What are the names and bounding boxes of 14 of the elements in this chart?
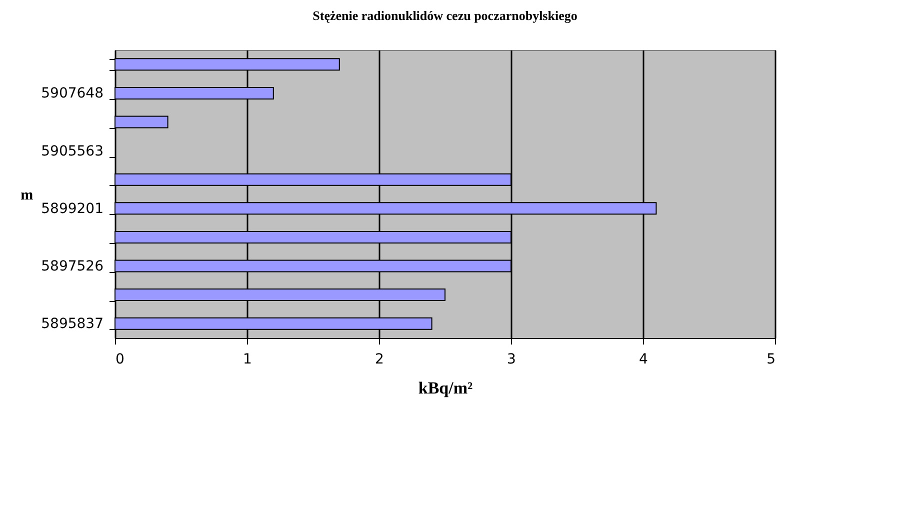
x-axis-title: kBq/m² xyxy=(418,378,473,398)
y-axis-title: m xyxy=(20,188,34,204)
y-tick-label: 5905563 xyxy=(41,143,104,160)
y-tick-label: 5897526 xyxy=(41,258,104,274)
x-tick-label: 3 xyxy=(507,352,516,368)
x-tick-label: 0 xyxy=(116,352,124,368)
chart-title: Stężenie radionuklidów cezu poczarnobylskiego xyxy=(312,8,578,23)
x-tick-label: 4 xyxy=(639,352,648,368)
y-tick-label: 5895837 xyxy=(41,316,104,332)
y-tick-label: 5907648 xyxy=(41,86,104,102)
x-tick-label: 5 xyxy=(766,352,776,368)
x-tick-label: 2 xyxy=(375,352,384,368)
x-tick-label: 1 xyxy=(243,352,252,368)
y-tick-label: 5899201 xyxy=(41,200,104,217)
